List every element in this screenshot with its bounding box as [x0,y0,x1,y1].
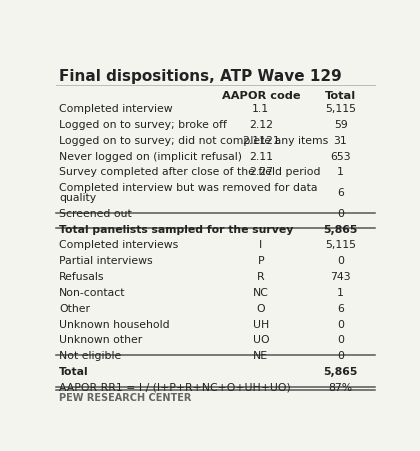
Text: 0: 0 [337,335,344,345]
Text: UO: UO [252,335,269,345]
Text: Unknown other: Unknown other [59,335,142,345]
Text: Screened out: Screened out [59,208,132,218]
Text: R: R [257,272,265,281]
Text: 2.27: 2.27 [249,167,273,177]
Text: 2.1121: 2.1121 [242,135,280,145]
Text: Not eligible: Not eligible [59,350,121,360]
Text: Completed interview but was removed for data: Completed interview but was removed for … [59,183,318,193]
Text: P: P [257,256,264,266]
Text: 0: 0 [337,256,344,266]
Text: 0: 0 [337,208,344,218]
Text: Completed interviews: Completed interviews [59,240,178,250]
Text: NC: NC [253,287,269,297]
Text: 1: 1 [337,287,344,297]
Text: UH: UH [253,319,269,329]
Text: NE: NE [253,350,268,360]
Text: Other: Other [59,303,90,313]
Text: AAPOR code: AAPOR code [221,91,300,101]
Text: Survey completed after close of the field period: Survey completed after close of the fiel… [59,167,320,177]
Text: quality: quality [59,193,96,203]
Text: 0: 0 [337,319,344,329]
Text: 59: 59 [334,120,347,129]
Text: Completed interview: Completed interview [59,104,173,114]
Text: Never logged on (implicit refusal): Never logged on (implicit refusal) [59,151,242,161]
Text: 5,115: 5,115 [325,240,356,250]
Text: 5,865: 5,865 [323,224,358,234]
Text: 2.11: 2.11 [249,151,273,161]
Text: Refusals: Refusals [59,272,105,281]
Text: 5,115: 5,115 [325,104,356,114]
Text: Unknown household: Unknown household [59,319,170,329]
Text: Total: Total [325,91,356,101]
Text: 743: 743 [330,272,351,281]
Text: 6: 6 [337,188,344,198]
Text: 5,865: 5,865 [323,366,358,376]
Text: 6: 6 [337,303,344,313]
Text: 1: 1 [337,167,344,177]
Text: Total: Total [59,366,89,376]
Text: 653: 653 [330,151,351,161]
Text: Logged on to survey; broke off: Logged on to survey; broke off [59,120,227,129]
Text: Non-contact: Non-contact [59,287,126,297]
Text: I: I [259,240,262,250]
Text: Logged on to survey; did not complete any items: Logged on to survey; did not complete an… [59,135,328,145]
Text: AAPOR RR1 = I / (I+P+R+NC+O+UH+UO): AAPOR RR1 = I / (I+P+R+NC+O+UH+UO) [59,382,291,392]
Text: 2.12: 2.12 [249,120,273,129]
Text: Total panelists sampled for the survey: Total panelists sampled for the survey [59,224,294,234]
Text: Final dispositions, ATP Wave 129: Final dispositions, ATP Wave 129 [59,69,342,84]
Text: PEW RESEARCH CENTER: PEW RESEARCH CENTER [59,392,192,402]
Text: 1.1: 1.1 [252,104,269,114]
Text: Partial interviews: Partial interviews [59,256,152,266]
Text: 87%: 87% [328,382,353,392]
Text: O: O [257,303,265,313]
Text: 0: 0 [337,350,344,360]
Text: 31: 31 [334,135,347,145]
